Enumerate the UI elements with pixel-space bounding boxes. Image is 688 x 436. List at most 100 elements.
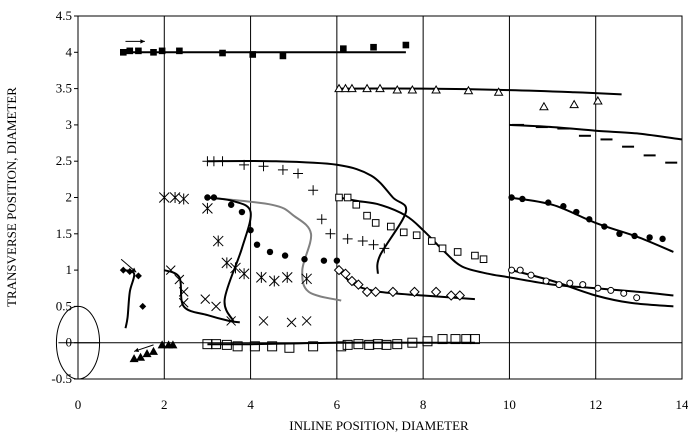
data-point-square-filled: [402, 41, 410, 49]
data-point-triangle-open: [407, 85, 418, 94]
data-point-diamond-filled: [126, 268, 134, 276]
data-point-circle-open: [620, 289, 628, 297]
data-point-triangle-filled: [142, 349, 152, 358]
data-point-circle-filled: [210, 194, 218, 201]
data-point-square-open: [479, 255, 488, 264]
data-point-square-large: [336, 341, 347, 352]
axes: [74, 15, 682, 380]
data-point-circle-filled: [601, 223, 608, 230]
data-point-triangle-open: [347, 83, 357, 93]
data-point-plus: [308, 185, 319, 196]
data-point-square-large: [407, 337, 418, 348]
data-point-diamond-open: [454, 290, 466, 301]
data-series: [202, 156, 390, 254]
data-point-square-open: [438, 244, 447, 253]
data-point-plus: [357, 236, 368, 247]
data-point-circle-filled: [573, 208, 580, 216]
gridlines: [163, 16, 597, 379]
x-tick-labels: 0 2 4 6 8 10 12 14: [75, 397, 688, 412]
data-point-square-open: [453, 248, 462, 256]
x-tick-label: 12: [589, 397, 602, 412]
data-point-asterisk: [158, 192, 170, 203]
data-point-circle-filled: [238, 208, 246, 216]
data-point-square-large: [211, 339, 222, 350]
data-point-square-large: [353, 339, 364, 350]
data-point-square-filled: [120, 49, 127, 56]
model-curve: [509, 196, 674, 253]
data-point-circle-filled: [253, 241, 261, 248]
data-point-diamond-open: [387, 286, 399, 298]
x-tick-label: 8: [420, 397, 427, 412]
data-point-triangle-open: [340, 83, 351, 93]
data-point-square-large: [232, 341, 243, 352]
data-point-circle-open: [633, 294, 641, 302]
data-point-square-open: [386, 222, 395, 231]
data-point-circle-filled: [508, 194, 515, 201]
x-axis-label: INLINE POSITION, DIAMETER: [289, 418, 469, 433]
data-point-plus: [208, 156, 219, 167]
data-point-plus: [277, 164, 288, 175]
data-point-triangle-open: [593, 95, 603, 105]
x-tick-label: 10: [503, 397, 516, 412]
data-point-square-filled: [135, 47, 142, 55]
data-point-square-large: [469, 334, 480, 345]
data-point-circle-filled: [320, 257, 328, 264]
data-point-plus: [342, 233, 353, 244]
direction-arrow: [125, 39, 145, 44]
data-series: [165, 265, 312, 328]
data-point-x: [200, 294, 211, 304]
data-point-circle-open: [542, 277, 550, 285]
data-point-plus: [368, 239, 379, 250]
data-series: [334, 83, 603, 111]
cylinder: [55, 305, 101, 380]
data-point-triangle-open: [392, 85, 403, 94]
data-point-square-open: [471, 251, 479, 260]
data-point-circle-filled: [646, 234, 653, 241]
y-tick-label: 3: [66, 117, 73, 132]
data-point-triangle-open: [362, 83, 372, 93]
data-point-triangle-filled: [129, 354, 139, 363]
data-point-square-large: [249, 341, 260, 352]
data-point-square-large: [381, 339, 392, 350]
data-point-x: [165, 265, 176, 275]
data-point-triangle-filled: [168, 340, 178, 349]
y-axis-label: TRANSVERSE POSITION, DIAMETER: [4, 87, 19, 307]
data-point-diamond-filled: [139, 302, 147, 310]
data-point-circle-filled: [545, 199, 552, 206]
x-tick-label: 0: [75, 397, 82, 412]
x-tick-label: 4: [247, 397, 254, 412]
data-point-circle-open: [516, 266, 524, 274]
data-point-square-filled: [279, 52, 287, 60]
data-point-square-filled: [249, 51, 257, 58]
data-point-asterisk: [202, 202, 213, 214]
data-point-triangle-open: [539, 101, 549, 111]
data-point-circle-open: [527, 271, 535, 279]
data-point-asterisk: [178, 193, 190, 205]
data-point-square-filled: [219, 49, 226, 57]
data-point-diamond-open: [445, 290, 457, 301]
data-point-square-large: [267, 341, 278, 352]
data-point-diamond-filled: [134, 272, 142, 280]
model-curve: [511, 269, 674, 308]
x-tick-label: 14: [676, 397, 688, 412]
data-point-diamond-open: [409, 286, 420, 298]
data-point-x: [301, 316, 312, 326]
data-point-triangle-open: [431, 85, 441, 94]
data-points: [119, 41, 678, 363]
x-tick-label: 2: [161, 397, 168, 412]
data-point-plus: [316, 214, 327, 225]
data-point-square-open: [412, 231, 421, 240]
data-point-circle-open: [555, 281, 563, 289]
data-point-diamond-open: [370, 286, 381, 298]
data-point-square-large: [284, 342, 295, 353]
data-point-square-large: [308, 341, 319, 352]
data-point-circle-filled: [659, 235, 666, 243]
plot-frame: [77, 15, 683, 380]
data-point-square-filled: [370, 43, 377, 51]
data-point-circle-filled: [333, 257, 341, 264]
direction-arrow: [133, 344, 154, 353]
data-point-diamond-open: [353, 279, 364, 290]
data-point-x: [178, 297, 189, 308]
data-series: [158, 192, 313, 287]
data-point-x: [258, 316, 269, 326]
